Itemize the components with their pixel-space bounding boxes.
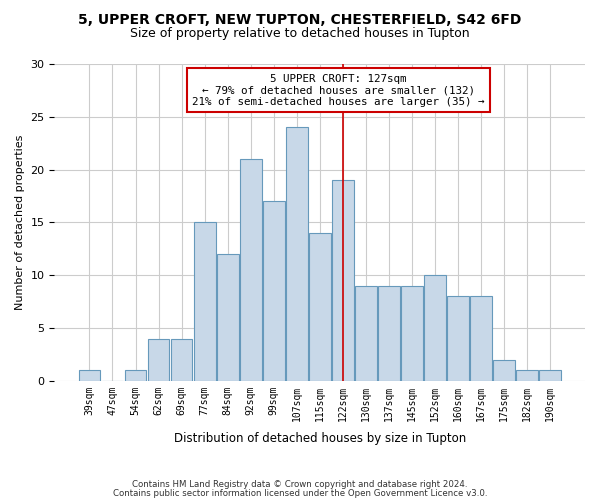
Bar <box>309 233 331 381</box>
Bar <box>148 338 169 381</box>
Bar <box>447 296 469 381</box>
Bar <box>424 275 446 381</box>
Text: 5, UPPER CROFT, NEW TUPTON, CHESTERFIELD, S42 6FD: 5, UPPER CROFT, NEW TUPTON, CHESTERFIELD… <box>79 12 521 26</box>
Bar <box>401 286 423 381</box>
Y-axis label: Number of detached properties: Number of detached properties <box>15 134 25 310</box>
Bar <box>125 370 146 381</box>
Bar <box>516 370 538 381</box>
Text: 5 UPPER CROFT: 127sqm
← 79% of detached houses are smaller (132)
21% of semi-det: 5 UPPER CROFT: 127sqm ← 79% of detached … <box>192 74 485 106</box>
Bar <box>378 286 400 381</box>
Bar <box>493 360 515 381</box>
Text: Contains HM Land Registry data © Crown copyright and database right 2024.: Contains HM Land Registry data © Crown c… <box>132 480 468 489</box>
Bar <box>263 202 284 381</box>
Bar <box>79 370 100 381</box>
Bar <box>286 128 308 381</box>
Text: Size of property relative to detached houses in Tupton: Size of property relative to detached ho… <box>130 28 470 40</box>
Bar <box>170 338 193 381</box>
Text: Contains public sector information licensed under the Open Government Licence v3: Contains public sector information licen… <box>113 489 487 498</box>
Bar <box>470 296 492 381</box>
Bar <box>355 286 377 381</box>
Bar <box>239 159 262 381</box>
Bar <box>332 180 353 381</box>
Bar <box>194 222 215 381</box>
Bar <box>217 254 239 381</box>
X-axis label: Distribution of detached houses by size in Tupton: Distribution of detached houses by size … <box>173 432 466 445</box>
Bar <box>539 370 561 381</box>
